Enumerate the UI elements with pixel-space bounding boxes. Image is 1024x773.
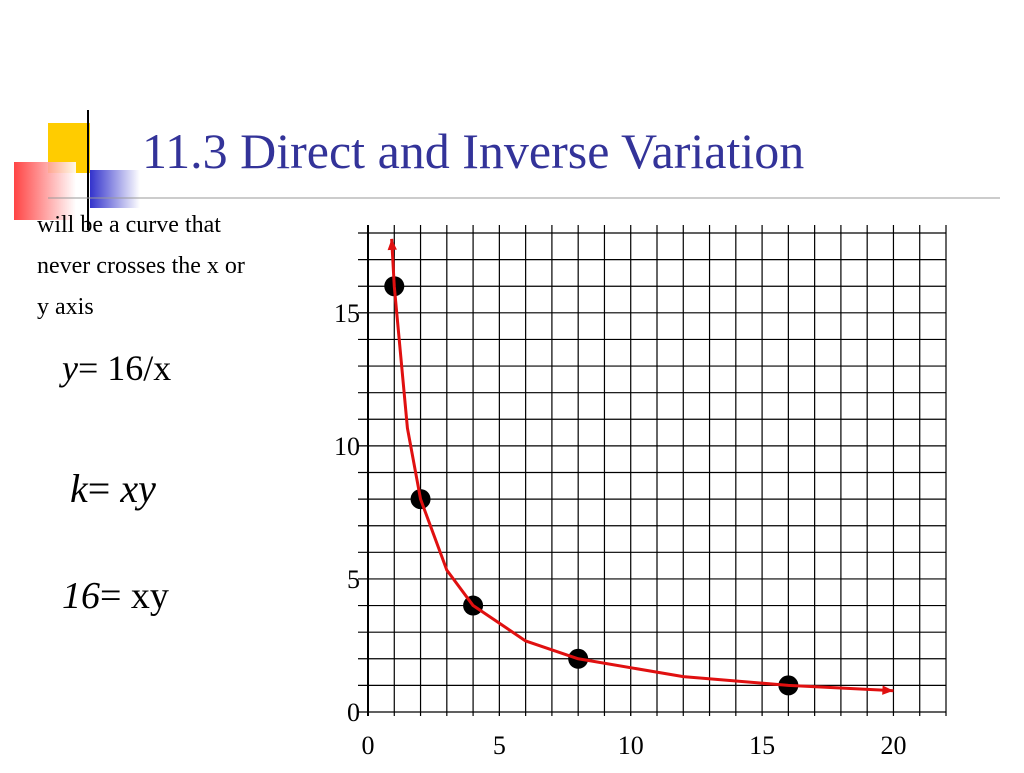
x-tick-label: 20 — [880, 731, 906, 760]
y-tick-label: 10 — [334, 432, 360, 461]
note-line: y axis — [37, 294, 94, 320]
eq-part: = 16/x — [78, 348, 171, 388]
y-tick-label: 15 — [334, 299, 360, 328]
y-tick-label: 5 — [347, 565, 360, 594]
arrowhead — [882, 685, 894, 695]
x-tick-label: 0 — [362, 731, 375, 760]
equation: k= xy — [70, 466, 156, 511]
x-tick-label: 10 — [618, 731, 644, 760]
x-tick-label: 5 — [493, 731, 506, 760]
equation: y= 16/x — [59, 348, 171, 388]
arrowhead — [387, 238, 397, 251]
curve — [390, 238, 894, 693]
eq-part: k — [70, 466, 89, 511]
deco-red — [14, 162, 76, 220]
slide-title: 11.3 Direct and Inverse Variation — [142, 123, 804, 179]
eq-part: y — [59, 348, 78, 388]
y-tick-label: 0 — [347, 698, 360, 727]
eq-part: 16 — [62, 575, 100, 617]
eq-part: = xy — [100, 575, 169, 617]
equation: 16= xy — [62, 575, 169, 617]
note-line: will be a curve that — [37, 212, 221, 238]
note-line: never crosses the x or — [37, 253, 245, 279]
x-tick-label: 15 — [749, 731, 775, 760]
eq-part: = — [88, 466, 121, 511]
plot: 0 5 10 15 20 0 5 10 15 — [334, 225, 947, 760]
eq-part: xy — [119, 466, 156, 511]
deco-blue — [90, 170, 140, 208]
